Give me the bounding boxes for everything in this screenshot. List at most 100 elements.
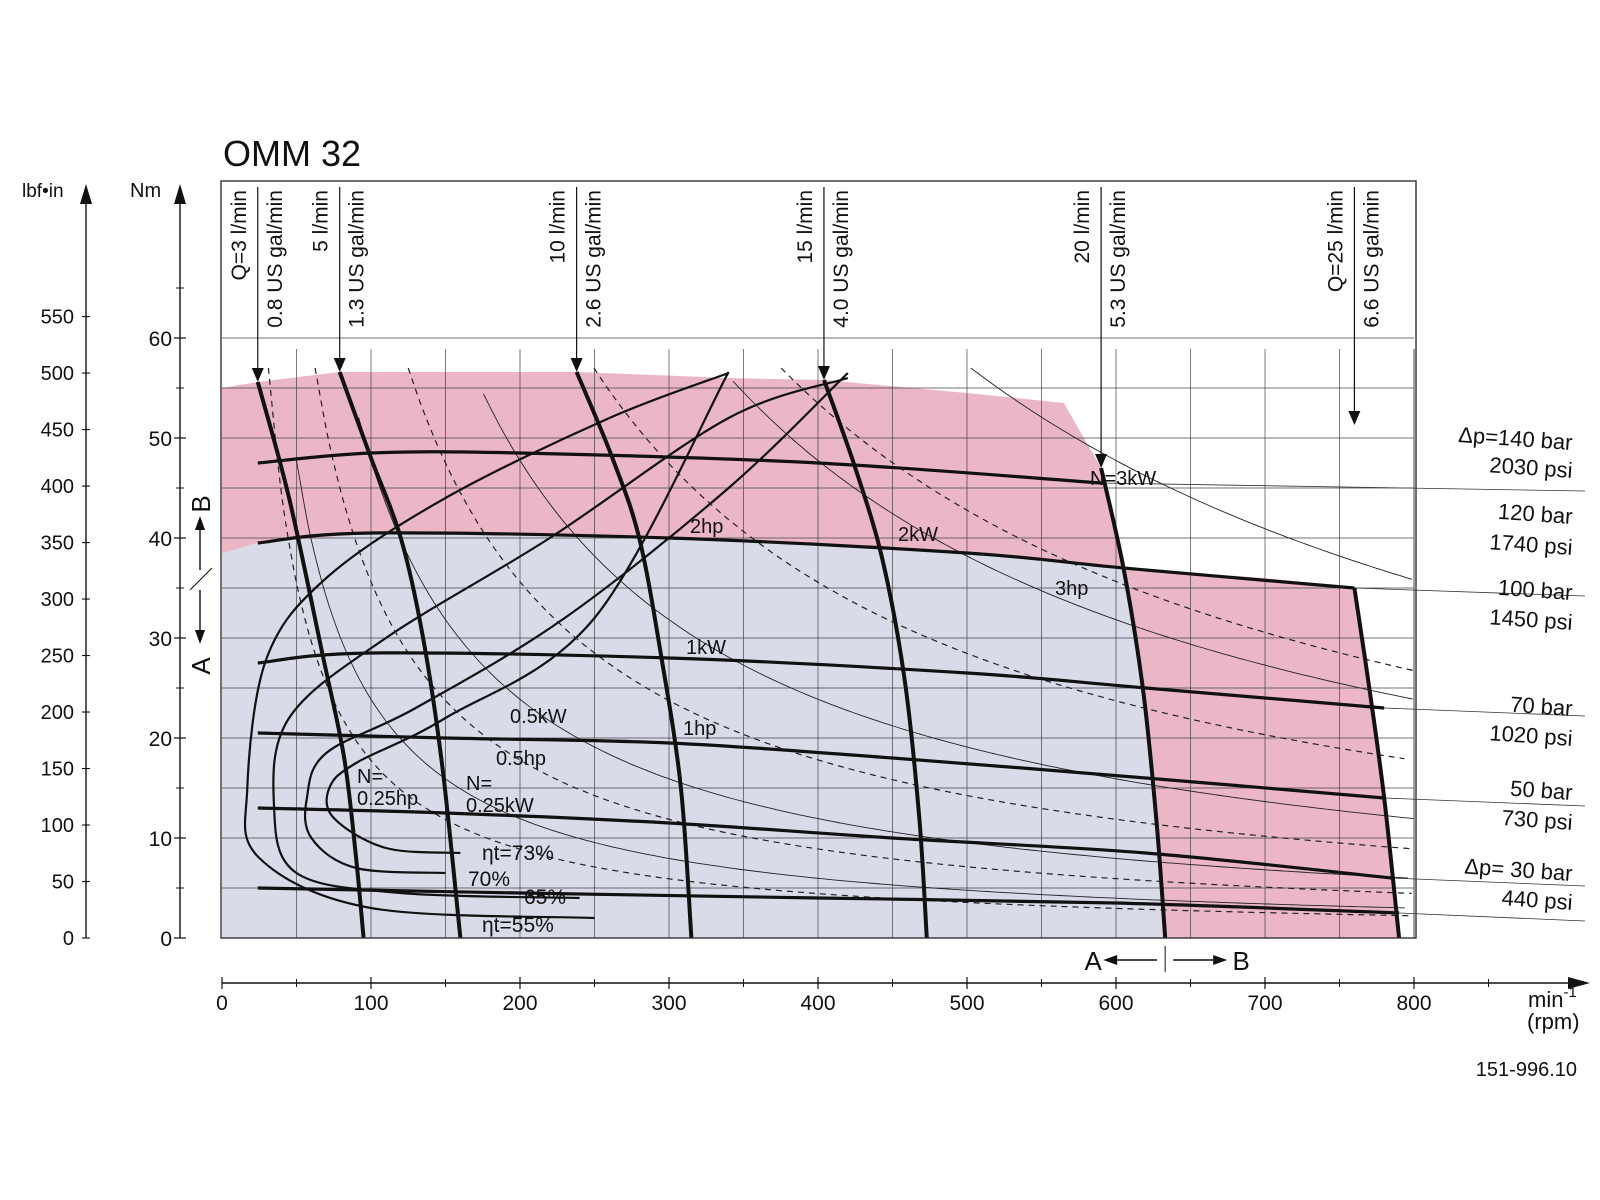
x-axis-label-rpm: (rpm): [1527, 1009, 1580, 1034]
grid: [222, 337, 1415, 938]
power-curve: [970, 367, 1413, 580]
pressure-leader-line: [1354, 587, 1586, 597]
power-label: 2kW: [898, 524, 938, 546]
efficiency-curve: [243, 371, 729, 920]
y-tick-label: 0: [160, 928, 172, 951]
pressure-label-psi: 440 psi: [1501, 885, 1574, 915]
flow-line: [337, 371, 463, 939]
y2-tick-label: 200: [41, 702, 74, 724]
flow-arrow-head: [817, 366, 830, 380]
pressure-line: [257, 450, 1102, 485]
power-curve: [314, 367, 1412, 894]
flow-arrow-head: [1348, 411, 1361, 425]
y-axis-label-nm: Nm: [130, 180, 161, 202]
flow-label-us: 4.0 US gal/min: [830, 190, 853, 328]
flow-label-us: 5.3 US gal/min: [1107, 190, 1130, 328]
y-axis-label-lbfin: lbf•in: [22, 181, 64, 202]
y2-tick-label: 350: [41, 533, 74, 555]
direction-arrow-b-head: [1213, 955, 1228, 965]
plot-frame: [220, 180, 1417, 939]
power-label-multiline: N= 0.25hp: [357, 766, 418, 810]
flow-label-us: 0.8 US gal/min: [264, 190, 287, 328]
pressure-line: [257, 531, 1355, 590]
flow-label-us: 1.3 US gal/min: [346, 190, 369, 328]
y-tick-label: 20: [149, 728, 172, 751]
direction-label-b: B: [1232, 946, 1249, 976]
efficiency-label: ηt=55%: [482, 914, 554, 937]
pressure-line: [257, 651, 1385, 710]
pressure-label-bar: Δp=140 bar: [1458, 422, 1574, 455]
direction-label-a: A: [1084, 946, 1102, 976]
pressure-leader-line: [1384, 797, 1586, 807]
y2-tick-label: 400: [41, 476, 74, 498]
power-label: 1hp: [683, 718, 716, 740]
pressure-label-bar: 120 bar: [1497, 499, 1573, 529]
y-tick-label: 40: [149, 528, 172, 551]
power-curve: [267, 367, 1413, 917]
flow-label-us: 6.6 US gal/min: [1360, 190, 1383, 328]
direction-label-b-vertical: B: [186, 495, 216, 512]
flow-label-l: 10 l/min: [547, 190, 570, 264]
direction-arrow-a-head-vertical: [195, 630, 205, 644]
x-tick-label: 700: [1247, 992, 1282, 1015]
flow-arrow-head: [333, 358, 346, 372]
power-curve: [295, 459, 1405, 909]
pressure-label-bar: 50 bar: [1509, 776, 1573, 805]
direction-arrow-b-head-vertical: [195, 516, 205, 530]
pressure-line: [257, 731, 1385, 800]
flow-label-l: 5 l/min: [310, 190, 333, 252]
flow-line: [822, 379, 929, 939]
y2-tick-label: 0: [63, 928, 74, 950]
power-label-line-1: N=: [466, 773, 492, 795]
y2-tick-label: 550: [41, 307, 74, 329]
pressure-leader-line: [1391, 877, 1586, 887]
flow-line: [1352, 587, 1402, 939]
power-label: 3hp: [1055, 578, 1088, 600]
power-label-line-2: 0.25kW: [466, 795, 534, 817]
flow-arrow-head: [570, 358, 583, 372]
y-tick-label: 50: [149, 428, 172, 451]
flow-label-l: 15 l/min: [794, 190, 817, 264]
pressure-leader-line: [1399, 912, 1586, 922]
flow-line: [574, 371, 694, 939]
efficiency-label: ηt=73%: [482, 842, 554, 865]
pressure-label-psi: 730 psi: [1501, 805, 1574, 835]
power-curve: [780, 367, 1414, 671]
pressure-label-psi: 2030 psi: [1489, 452, 1574, 483]
power-curve: [593, 367, 1405, 760]
flow-arrow-head: [251, 368, 264, 382]
flow-arrow-head: [1095, 454, 1108, 468]
power-label-line-2: 0.25hp: [357, 788, 418, 810]
flow-line: [255, 381, 366, 939]
x-axis-label-sup: -1: [1563, 984, 1576, 1001]
pressure-label-psi: 1020 psi: [1489, 720, 1574, 751]
continuous-operation-region: [222, 533, 1166, 938]
x-tick-label: 800: [1396, 992, 1431, 1015]
x-tick-label: 500: [949, 992, 984, 1015]
pressure-line: [257, 806, 1392, 880]
efficiency-label: 70%: [468, 868, 510, 891]
x-axis-label: min-1: [1528, 984, 1577, 1012]
axes: 0102030405060050100150200250300350400450…: [41, 184, 1590, 1015]
y2-tick-label: 250: [41, 646, 74, 668]
flow-label-l: Q=3 l/min: [228, 190, 251, 280]
efficiency-curve: [303, 372, 849, 875]
direction-label-a-vertical: A: [186, 657, 216, 675]
power-curve: [407, 367, 1410, 850]
power-label-multiline: N= 0.25kW: [466, 773, 534, 817]
y-tick-label: 60: [149, 328, 172, 351]
x-tick-label: 300: [651, 992, 686, 1015]
x-tick-label: 100: [353, 992, 388, 1015]
chart-title: OMM 32: [223, 133, 361, 174]
flow-lines: Q=3 l/min 0.8 US gal/min 5 l/min 1.3 US gal…: [228, 187, 1402, 939]
x-tick-label: 0: [216, 992, 228, 1015]
flow-label-l: Q=25 l/min: [1324, 190, 1347, 292]
x-tick-label: 400: [800, 992, 835, 1015]
power-curve: [732, 380, 1413, 700]
pressure-label-psi: 1740 psi: [1489, 529, 1574, 560]
x-tick-label: 200: [502, 992, 537, 1015]
y-tick-label: 30: [149, 628, 172, 651]
y-axis-nm-arrow: [174, 184, 186, 204]
